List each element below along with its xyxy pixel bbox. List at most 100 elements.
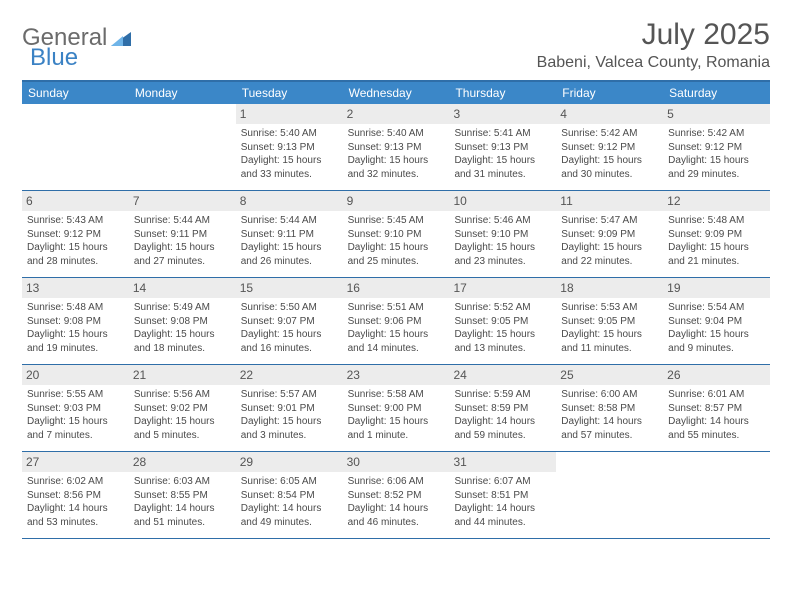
sunset-text: Sunset: 9:08 PM — [27, 315, 124, 329]
sunrise-text: Sunrise: 5:42 AM — [668, 127, 765, 141]
weekday-header: Sunday — [22, 82, 129, 104]
daylight-text: Daylight: 14 hours and 51 minutes. — [134, 502, 231, 529]
weekday-header: Tuesday — [236, 82, 343, 104]
daylight-text: Daylight: 15 hours and 13 minutes. — [454, 328, 551, 355]
calendar: SundayMondayTuesdayWednesdayThursdayFrid… — [22, 80, 770, 539]
daylight-text: Daylight: 15 hours and 30 minutes. — [561, 154, 658, 181]
daylight-text: Daylight: 15 hours and 31 minutes. — [454, 154, 551, 181]
sunset-text: Sunset: 9:09 PM — [668, 228, 765, 242]
daylight-text: Daylight: 15 hours and 25 minutes. — [348, 241, 445, 268]
weekday-header: Saturday — [663, 82, 770, 104]
day-cell: 4Sunrise: 5:42 AMSunset: 9:12 PMDaylight… — [556, 104, 663, 190]
daylight-text: Daylight: 15 hours and 16 minutes. — [241, 328, 338, 355]
sunrise-text: Sunrise: 5:41 AM — [454, 127, 551, 141]
logo-triangle-icon — [111, 30, 131, 51]
sunrise-text: Sunrise: 5:40 AM — [241, 127, 338, 141]
logo-blue: Blue — [30, 44, 78, 71]
sunrise-text: Sunrise: 5:53 AM — [561, 301, 658, 315]
day-cell: 27Sunrise: 6:02 AMSunset: 8:56 PMDayligh… — [22, 452, 129, 538]
daylight-text: Daylight: 15 hours and 29 minutes. — [668, 154, 765, 181]
daylight-text: Daylight: 14 hours and 49 minutes. — [241, 502, 338, 529]
sunset-text: Sunset: 8:59 PM — [454, 402, 551, 416]
daylight-text: Daylight: 14 hours and 57 minutes. — [561, 415, 658, 442]
sunrise-text: Sunrise: 5:44 AM — [134, 214, 231, 228]
sunrise-text: Sunrise: 5:46 AM — [454, 214, 551, 228]
sunrise-text: Sunrise: 5:58 AM — [348, 388, 445, 402]
sunrise-text: Sunrise: 5:51 AM — [348, 301, 445, 315]
daylight-text: Daylight: 15 hours and 32 minutes. — [348, 154, 445, 181]
weekday-header: Wednesday — [343, 82, 450, 104]
sunset-text: Sunset: 9:05 PM — [454, 315, 551, 329]
sunset-text: Sunset: 9:05 PM — [561, 315, 658, 329]
sunrise-text: Sunrise: 5:42 AM — [561, 127, 658, 141]
sunset-text: Sunset: 9:11 PM — [134, 228, 231, 242]
sunset-text: Sunset: 9:03 PM — [27, 402, 124, 416]
week-row: 13Sunrise: 5:48 AMSunset: 9:08 PMDayligh… — [22, 278, 770, 365]
daylight-text: Daylight: 14 hours and 55 minutes. — [668, 415, 765, 442]
day-cell: 16Sunrise: 5:51 AMSunset: 9:06 PMDayligh… — [343, 278, 450, 364]
sunset-text: Sunset: 9:04 PM — [668, 315, 765, 329]
daylight-text: Daylight: 15 hours and 18 minutes. — [134, 328, 231, 355]
day-number: 8 — [236, 191, 343, 211]
sunrise-text: Sunrise: 5:50 AM — [241, 301, 338, 315]
sunrise-text: Sunrise: 5:55 AM — [27, 388, 124, 402]
day-number: 28 — [129, 452, 236, 472]
daylight-text: Daylight: 15 hours and 33 minutes. — [241, 154, 338, 181]
sunset-text: Sunset: 9:12 PM — [561, 141, 658, 155]
day-number: 12 — [663, 191, 770, 211]
title-block: July 2025 Babeni, Valcea County, Romania — [537, 18, 770, 72]
sunset-text: Sunset: 8:57 PM — [668, 402, 765, 416]
day-number: 2 — [343, 104, 450, 124]
sunrise-text: Sunrise: 5:54 AM — [668, 301, 765, 315]
daylight-text: Daylight: 15 hours and 11 minutes. — [561, 328, 658, 355]
day-cell: 6Sunrise: 5:43 AMSunset: 9:12 PMDaylight… — [22, 191, 129, 277]
weekday-row: SundayMondayTuesdayWednesdayThursdayFrid… — [22, 82, 770, 104]
daylight-text: Daylight: 15 hours and 14 minutes. — [348, 328, 445, 355]
day-cell-empty — [22, 104, 129, 190]
day-cell: 31Sunrise: 6:07 AMSunset: 8:51 PMDayligh… — [449, 452, 556, 538]
month-title: July 2025 — [537, 18, 770, 52]
sunrise-text: Sunrise: 6:03 AM — [134, 475, 231, 489]
sunset-text: Sunset: 9:08 PM — [134, 315, 231, 329]
day-cell: 1Sunrise: 5:40 AMSunset: 9:13 PMDaylight… — [236, 104, 343, 190]
day-number: 3 — [449, 104, 556, 124]
sunset-text: Sunset: 8:58 PM — [561, 402, 658, 416]
day-cell: 19 Sunrise: 5:54 AMSunset: 9:04 PMDayligh… — [663, 278, 770, 364]
day-number: 21 — [129, 365, 236, 385]
day-number: 27 — [22, 452, 129, 472]
week-row: 27Sunrise: 6:02 AMSunset: 8:56 PMDayligh… — [22, 452, 770, 539]
daylight-text: Daylight: 15 hours and 27 minutes. — [134, 241, 231, 268]
day-cell: 11Sunrise: 5:47 AMSunset: 9:09 PMDayligh… — [556, 191, 663, 277]
sunset-text: Sunset: 9:02 PM — [134, 402, 231, 416]
sunrise-text: Sunrise: 5:48 AM — [27, 301, 124, 315]
daylight-text: Daylight: 15 hours and 26 minutes. — [241, 241, 338, 268]
sunrise-text: Sunrise: 5:47 AM — [561, 214, 658, 228]
sunrise-text: Sunrise: 5:48 AM — [668, 214, 765, 228]
day-cell: 2Sunrise: 5:40 AMSunset: 9:13 PMDaylight… — [343, 104, 450, 190]
week-row: 6Sunrise: 5:43 AMSunset: 9:12 PMDaylight… — [22, 191, 770, 278]
sunset-text: Sunset: 8:52 PM — [348, 489, 445, 503]
day-number: 19 — [663, 278, 770, 298]
sunset-text: Sunset: 9:13 PM — [454, 141, 551, 155]
daylight-text: Daylight: 15 hours and 21 minutes. — [668, 241, 765, 268]
day-cell: 23Sunrise: 5:58 AMSunset: 9:00 PMDayligh… — [343, 365, 450, 451]
day-number: 14 — [129, 278, 236, 298]
day-cell: 22Sunrise: 5:57 AMSunset: 9:01 PMDayligh… — [236, 365, 343, 451]
sunrise-text: Sunrise: 6:07 AM — [454, 475, 551, 489]
sunset-text: Sunset: 9:13 PM — [241, 141, 338, 155]
day-number: 5 — [663, 104, 770, 124]
sunset-text: Sunset: 9:12 PM — [668, 141, 765, 155]
day-cell: 14Sunrise: 5:49 AMSunset: 9:08 PMDayligh… — [129, 278, 236, 364]
daylight-text: Daylight: 15 hours and 5 minutes. — [134, 415, 231, 442]
sunset-text: Sunset: 9:11 PM — [241, 228, 338, 242]
daylight-text: Daylight: 15 hours and 9 minutes. — [668, 328, 765, 355]
day-number: 25 — [556, 365, 663, 385]
sunset-text: Sunset: 9:12 PM — [27, 228, 124, 242]
day-cell: 5 Sunrise: 5:42 AMSunset: 9:12 PMDaylight… — [663, 104, 770, 190]
sunrise-text: Sunrise: 5:44 AM — [241, 214, 338, 228]
day-number: 18 — [556, 278, 663, 298]
sunset-text: Sunset: 8:55 PM — [134, 489, 231, 503]
sunrise-text: Sunrise: 5:56 AM — [134, 388, 231, 402]
sunrise-text: Sunrise: 5:52 AM — [454, 301, 551, 315]
sunset-text: Sunset: 8:54 PM — [241, 489, 338, 503]
